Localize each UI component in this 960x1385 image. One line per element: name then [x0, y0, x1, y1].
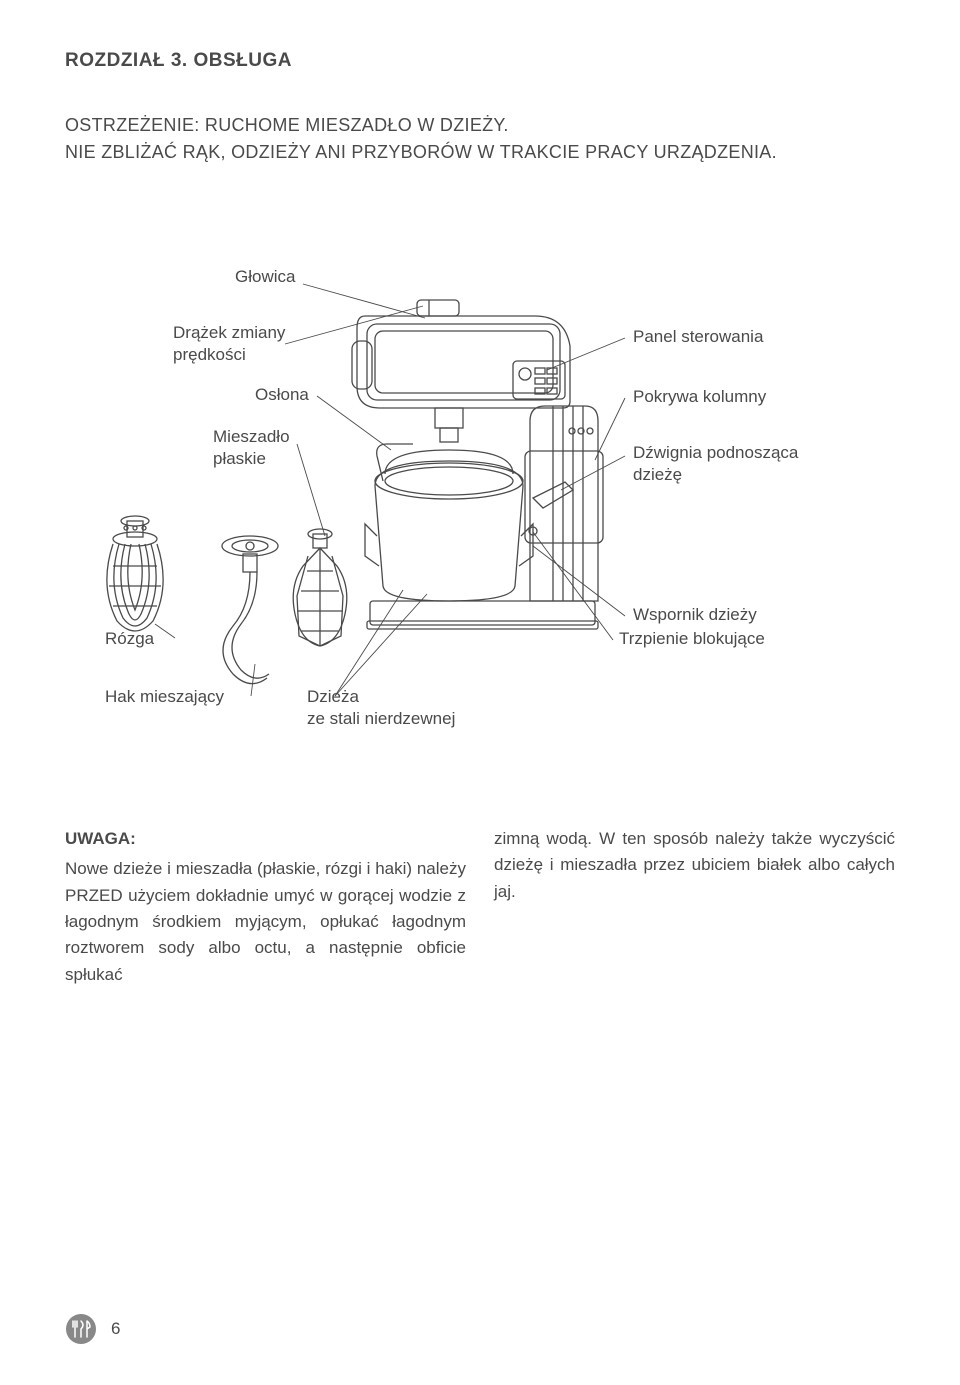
- warning-line-2: NIE ZBLIŻAĆ RĄK, ODZIEŻY ANI PRZYBORÓW W…: [65, 139, 895, 166]
- label-wspornik: Wspornik dzieży: [633, 604, 757, 626]
- notice-col-left: UWAGA: Nowe dzieże i mieszadła (płaskie,…: [65, 826, 466, 988]
- label-oslona: Osłona: [255, 384, 309, 406]
- label-pokrywa: Pokrywa kolumny: [633, 386, 766, 408]
- warning-line-1: OSTRZEŻENIE: RUCHOME MIESZADŁO W DZIEŻY.: [65, 112, 895, 139]
- notice-text-2: zimną wodą. W ten sposób należy także wy…: [494, 829, 895, 901]
- notice-heading: UWAGA:: [65, 826, 466, 852]
- label-trzpienie: Trzpienie blokujące: [619, 628, 765, 650]
- label-hak: Hak mieszający: [105, 686, 224, 708]
- label-panel: Panel sterowania: [633, 326, 763, 348]
- notice-section: UWAGA: Nowe dzieże i mieszadła (płaskie,…: [65, 826, 895, 988]
- utensils-icon: [65, 1313, 97, 1345]
- page-number: 6: [111, 1319, 120, 1339]
- notice-col-right: zimną wodą. W ten sposób należy także wy…: [494, 826, 895, 988]
- label-dzwignia: Dźwignia podnosząca dzieżę: [633, 442, 798, 486]
- label-dzieza: Dzieża ze stali nierdzewnej: [307, 686, 455, 730]
- chapter-title: ROZDZIAŁ 3. OBSŁUGA: [65, 50, 895, 72]
- label-glowica: Głowica: [235, 266, 295, 288]
- warning-block: OSTRZEŻENIE: RUCHOME MIESZADŁO W DZIEŻY.…: [65, 112, 895, 166]
- page-footer: 6: [65, 1313, 120, 1345]
- label-mieszadlo: Mieszadło płaskie: [213, 426, 290, 470]
- notice-text-1: Nowe dzieże i mieszadła (płaskie, rózgi …: [65, 859, 466, 983]
- label-drazek: Drążek zmiany prędkości: [173, 322, 285, 366]
- label-rozga: Rózga: [105, 628, 154, 650]
- mixer-illustration: [65, 226, 895, 766]
- mixer-diagram: Głowica Drążek zmiany prędkości Osłona M…: [65, 226, 895, 766]
